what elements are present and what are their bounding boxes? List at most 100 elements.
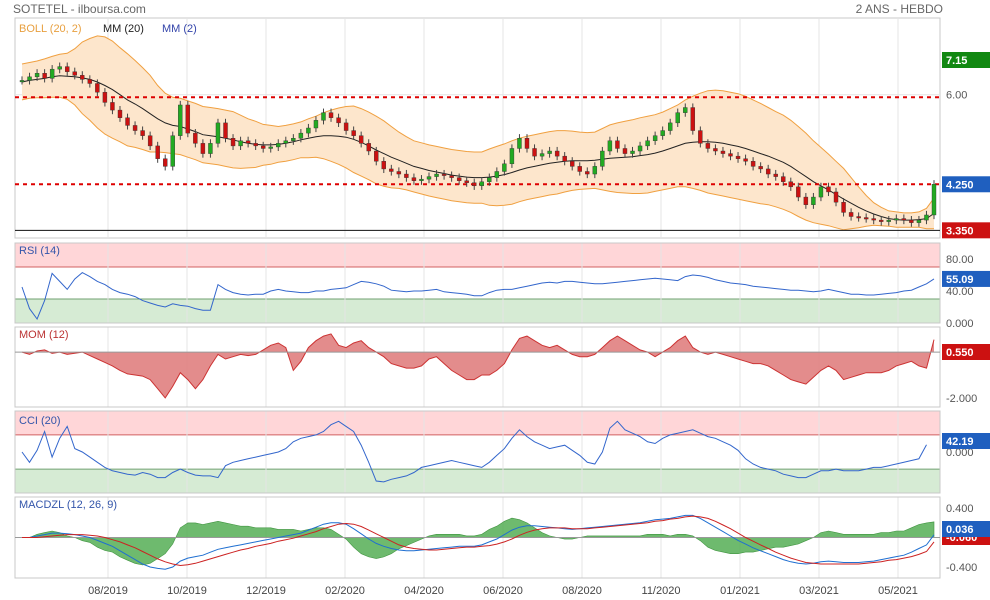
candle-body	[758, 166, 763, 170]
candle-body	[743, 158, 748, 162]
bollinger-upper-line	[21, 35, 935, 214]
candle-body	[931, 184, 937, 216]
candle-body	[562, 155, 567, 162]
candle-body	[879, 219, 884, 222]
candle-body	[253, 143, 258, 147]
x-tick-label: 12/2019	[246, 585, 286, 597]
mm20-line	[21, 75, 935, 221]
cci-badge-bg	[942, 433, 990, 449]
candle-body	[600, 150, 605, 167]
candle-body	[276, 143, 281, 148]
candle-body	[735, 155, 741, 159]
candle-body	[622, 148, 628, 154]
cci-badge: 42.19	[946, 436, 974, 448]
candle-body	[72, 71, 77, 76]
candle-body	[434, 173, 439, 177]
candle-body	[328, 112, 334, 118]
candle-body	[901, 218, 907, 221]
candle-body	[65, 66, 70, 72]
macd-badge-bg	[942, 521, 990, 537]
candle-body	[193, 132, 198, 144]
candle-body	[178, 104, 183, 136]
candle-body	[796, 186, 801, 198]
candle-body	[856, 216, 861, 219]
candle-body	[494, 171, 500, 178]
candle-body	[848, 212, 854, 217]
x-tick-label: 03/2021	[799, 585, 839, 597]
candle-body	[502, 163, 507, 172]
rsi-title: RSI (14)	[19, 245, 60, 257]
x-tick-label: 08/2020	[562, 585, 602, 597]
candle-body	[667, 122, 673, 131]
candle-body	[389, 168, 394, 172]
x-tick-label: 02/2020	[325, 585, 365, 597]
candle-body	[155, 145, 160, 159]
candle-body	[170, 135, 175, 167]
candle-body	[57, 66, 62, 70]
candle-body	[125, 117, 130, 126]
candle-body	[441, 173, 447, 176]
x-tick-label: 06/2020	[483, 585, 523, 597]
candle-body	[728, 153, 733, 157]
candle-body	[517, 138, 522, 149]
macd-ytick: -0.400	[946, 562, 977, 574]
cci-oversold-zone	[15, 469, 940, 493]
candle-body	[426, 176, 432, 180]
price-ytick: 6.00	[946, 90, 967, 102]
candle-body	[487, 177, 492, 182]
candle-body	[215, 122, 221, 144]
candle-body	[637, 145, 643, 152]
rsi-ytick: 0.000	[946, 318, 974, 330]
page-title: SOTETEL - ilboursa.com	[13, 2, 146, 16]
x-tick-label: 11/2020	[642, 585, 681, 597]
bollinger-band-fill	[22, 35, 934, 230]
candle-body	[374, 150, 379, 162]
macd-title: MACDZL (12, 26, 9)	[19, 499, 117, 511]
candle-body	[863, 217, 869, 220]
mom-area	[22, 333, 934, 398]
candle-body	[818, 186, 824, 198]
candle-body	[117, 109, 123, 118]
candle-body	[811, 196, 816, 205]
candle-body	[479, 181, 484, 187]
candle-body	[871, 218, 876, 221]
candle-body	[449, 175, 454, 178]
period-label: 2 ANS - HEBDO	[855, 2, 943, 16]
macd-badge: 0.036	[946, 524, 974, 536]
cci-panel	[14, 410, 941, 494]
price-badge-1-bg	[942, 176, 990, 193]
x-tick-label: 10/2019	[167, 585, 207, 597]
candle-body	[298, 132, 304, 139]
x-tick-label: 04/2020	[404, 585, 444, 597]
candle-body	[404, 173, 409, 178]
x-tick-label: 08/2019	[88, 585, 128, 597]
candle-body	[765, 168, 771, 175]
price-badge-2: 3.350	[946, 225, 974, 237]
candle-body	[720, 150, 726, 154]
candle-body	[554, 150, 560, 157]
candle-body	[132, 125, 138, 131]
candle-body	[592, 166, 598, 175]
candle-body	[585, 171, 590, 175]
macd-ytick: 0.400	[946, 503, 974, 515]
price-badge-2-bg	[942, 222, 990, 239]
legend-mm20: MM (20)	[103, 23, 144, 35]
candle-body	[841, 201, 846, 213]
candle-body	[163, 158, 168, 167]
candle-body	[268, 146, 273, 149]
candle-body	[95, 83, 100, 93]
candle-body	[313, 120, 319, 129]
candle-body	[705, 143, 711, 149]
candle-body	[660, 130, 665, 136]
candle-body	[698, 130, 703, 144]
candle-body	[140, 130, 145, 136]
candle-body	[916, 219, 922, 223]
candle-body	[336, 117, 341, 124]
candle-body	[381, 161, 386, 170]
candle-body	[306, 127, 311, 134]
macd-histogram	[22, 517, 935, 566]
candle-body	[223, 122, 228, 139]
candle-body	[909, 219, 914, 223]
candle-body	[645, 140, 650, 147]
